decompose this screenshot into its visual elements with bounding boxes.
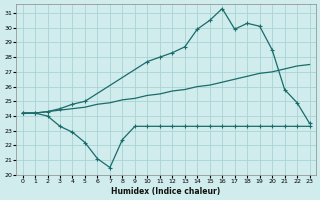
- X-axis label: Humidex (Indice chaleur): Humidex (Indice chaleur): [111, 187, 221, 196]
